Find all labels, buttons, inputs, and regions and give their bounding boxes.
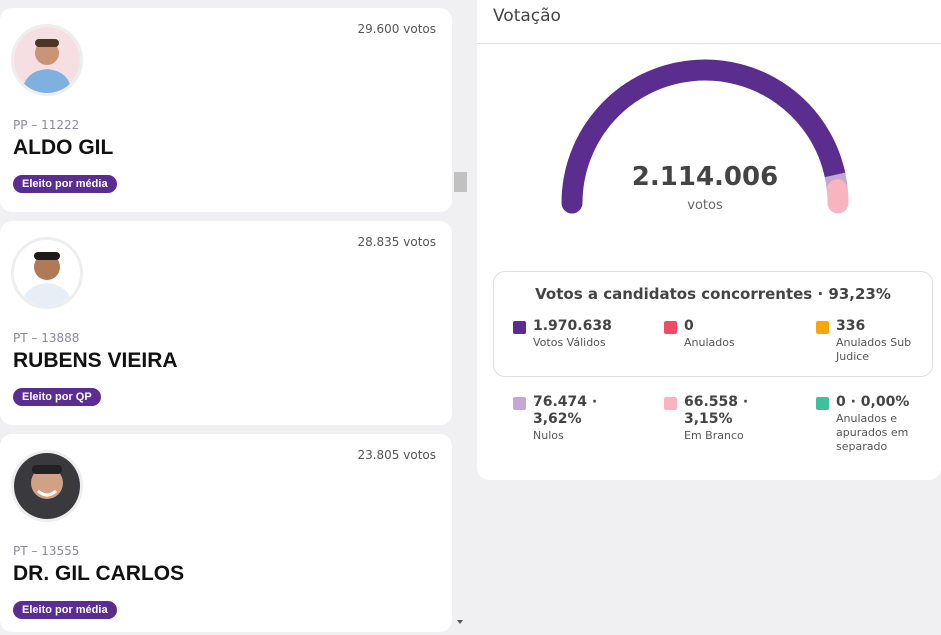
legend-swatch	[816, 321, 829, 334]
legend-swatch	[513, 321, 526, 334]
legend-name: Votos Válidos	[533, 336, 606, 349]
gauge-segment	[561, 59, 846, 214]
candidate-card[interactable]: 23.805 votos PT – 13555 DR. GIL CARLOS E…	[0, 434, 452, 632]
legend-name: Anulados	[684, 336, 735, 349]
panel-title: Votação	[493, 6, 561, 26]
badge: Eleito por média	[13, 601, 117, 619]
avatar	[11, 24, 83, 96]
legend-name: Nulos	[533, 429, 564, 442]
legend-item: 1.970.638 Votos Válidos	[513, 318, 625, 350]
vote-panel: Votação 2.114.006 votos Votos a candidat…	[477, 0, 941, 480]
candidate-name: DR. GIL CARLOS	[13, 562, 185, 585]
candidate-name: RUBENS VIEIRA	[13, 349, 178, 372]
badge: Eleito por QP	[13, 388, 101, 406]
legend-value: 336	[836, 318, 866, 334]
candidate-card[interactable]: 28.835 votos PT – 13888 RUBENS VIEIRA El…	[0, 221, 452, 425]
votes: 28.835 votos	[357, 235, 436, 249]
legend-name: Em Branco	[684, 429, 744, 442]
gauge	[561, 59, 849, 214]
legend-item: 0 · 0,00% Anulados e apurados em separado	[816, 394, 928, 454]
scroll-arrow[interactable]	[455, 618, 465, 626]
summary-box: Votos a candidatos concorrentes · 93,23%	[493, 271, 933, 377]
votes: 23.805 votos	[357, 448, 436, 462]
badge: Eleito por média	[13, 175, 117, 193]
legend-value: 0	[684, 318, 694, 334]
legend-swatch	[816, 397, 829, 410]
votes: 29.600 votos	[357, 22, 436, 36]
total-unit: votos	[687, 198, 723, 213]
legend-name: Anulados e apurados em separado	[836, 412, 909, 453]
scroll-thumb[interactable]	[454, 172, 467, 192]
scrollbar[interactable]	[453, 0, 468, 635]
legend-item: 336 Anulados Sub Judice	[816, 318, 928, 364]
legend-value: 66.558 · 3,15%	[684, 394, 749, 427]
legend-item: 66.558 · 3,15% Em Branco	[664, 394, 776, 443]
party: PP – 11222	[13, 118, 80, 132]
party: PT – 13555	[13, 544, 80, 558]
legend-name: Anulados Sub Judice	[836, 336, 912, 363]
gauge-segment	[826, 179, 849, 214]
total-votes: 2.114.006	[631, 162, 779, 192]
legend-swatch	[664, 321, 677, 334]
legend-value: 1.970.638	[533, 318, 612, 334]
legend-item: 0 Anulados	[664, 318, 776, 350]
legend-item: 76.474 · 3,62% Nulos	[513, 394, 625, 443]
legend-swatch	[664, 397, 677, 410]
candidate-card[interactable]: 29.600 votos PP – 11222 ALDO GIL Eleito …	[0, 8, 452, 212]
avatar	[11, 237, 83, 309]
photo	[14, 240, 80, 306]
party: PT – 13888	[13, 331, 80, 345]
legend-value: 76.474 · 3,62%	[533, 394, 598, 427]
avatar	[11, 450, 83, 522]
photo	[14, 453, 80, 519]
box-title: Votos a candidatos concorrentes · 93,23%	[535, 285, 891, 303]
legend-swatch	[513, 397, 526, 410]
divider	[477, 43, 941, 44]
candidate-name: ALDO GIL	[13, 136, 114, 159]
photo	[14, 27, 80, 93]
legend-value: 0 · 0,00%	[836, 394, 910, 410]
